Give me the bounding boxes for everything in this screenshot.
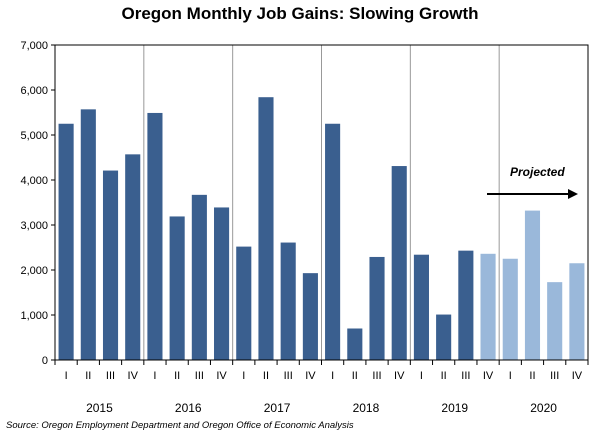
bar [347,328,363,360]
projected-bar [569,263,585,360]
quarter-label: IV [128,370,139,382]
bar [280,242,296,360]
quarter-label: I [65,370,68,382]
quarter-label: IV [305,370,316,382]
projected-bar [502,258,518,360]
bar [369,256,385,360]
chart-title: Oregon Monthly Job Gains: Slowing Growth [121,4,479,23]
bar [302,273,318,360]
quarter-label: IV [394,370,405,382]
bar [169,216,185,360]
y-tick-label: 2,000 [20,265,48,277]
source-note: Source: Oregon Employment Department and… [6,420,354,431]
projected-bar [480,253,496,360]
quarter-label: I [242,370,245,382]
y-tick-label: 0 [42,355,48,367]
bar [191,194,207,360]
bar [391,166,407,360]
quarter-label: III [461,370,470,382]
bar [436,314,452,360]
quarter-label: II [529,370,535,382]
y-tick-label: 7,000 [20,40,48,52]
quarter-label: II [174,370,180,382]
quarter-label: IV [216,370,227,382]
bar [413,254,429,360]
quarter-label: IV [572,370,583,382]
projected-bar [524,210,541,360]
quarter-label: I [509,370,512,382]
quarter-label: III [195,370,204,382]
quarter-label: II [263,370,269,382]
quarter-label: I [420,370,423,382]
y-tick-label: 3,000 [20,220,48,232]
quarter-label: III [372,370,381,382]
quarter-label: III [106,370,115,382]
year-label: 2017 [264,401,291,415]
bar [458,250,474,360]
quarter-label: II [85,370,91,382]
y-tick-label: 4,000 [20,175,48,187]
y-tick-label: 6,000 [20,85,48,97]
year-label: 2018 [353,401,380,415]
bar [80,109,96,360]
bar [214,207,230,360]
projected-label: Projected [510,165,565,179]
bar [147,112,163,360]
bar [58,123,74,360]
y-tick-label: 1,000 [20,310,48,322]
bar [102,170,119,360]
quarter-label: I [331,370,334,382]
bar [125,154,141,360]
quarter-label: II [441,370,447,382]
quarter-label: I [153,370,156,382]
quarter-label: III [284,370,293,382]
year-label: 2015 [86,401,113,415]
quarter-label: II [352,370,358,382]
year-label: 2020 [530,401,557,415]
projected-bar [547,282,563,360]
quarter-label: III [550,370,559,382]
year-label: 2016 [175,401,202,415]
bar [258,97,274,360]
year-label: 2019 [441,401,468,415]
quarter-label: IV [483,370,494,382]
bar [236,246,252,360]
bar [325,123,341,360]
y-tick-label: 5,000 [20,130,48,142]
